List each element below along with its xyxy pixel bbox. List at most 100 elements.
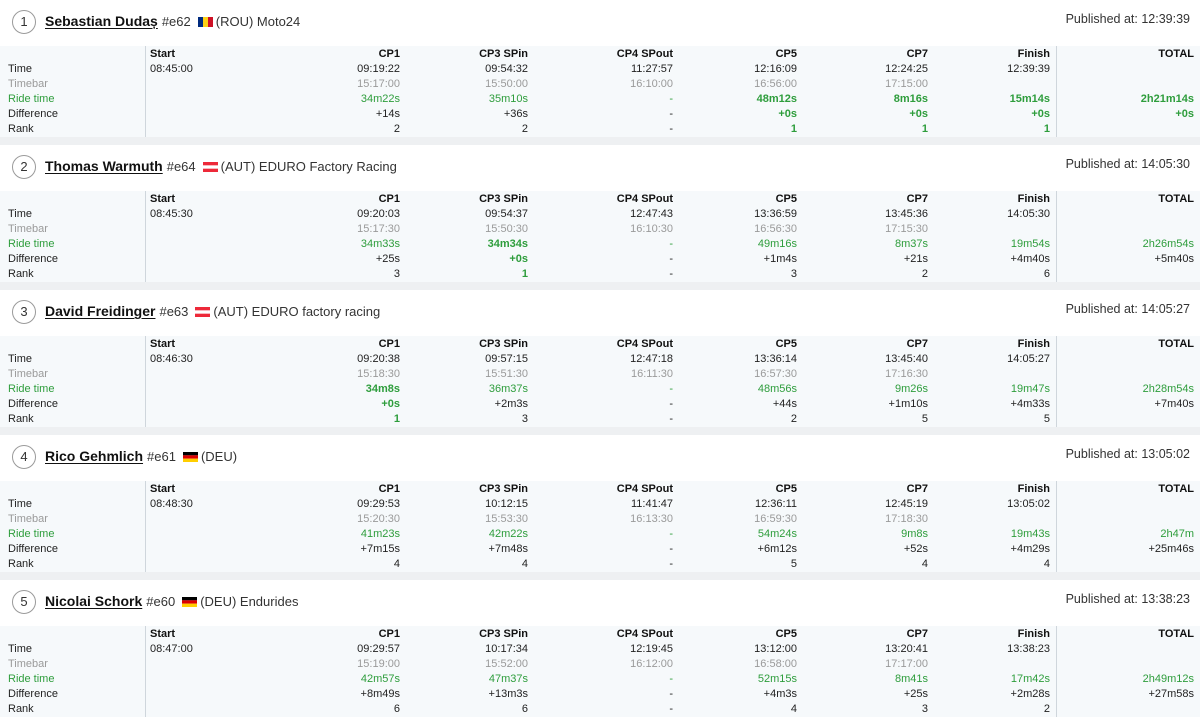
diff-cell: +8m49s xyxy=(360,688,400,700)
time-cell: 13:20:41 xyxy=(885,643,928,655)
time-cell: 11:41:47 xyxy=(630,498,673,510)
bib-number: #e64 xyxy=(166,159,196,174)
country-team: (ROU) Moto24 xyxy=(215,14,301,29)
row-label: Time xyxy=(8,353,33,365)
bib-number: #e61 xyxy=(147,449,176,464)
column-header: Finish xyxy=(1017,48,1050,60)
rider-header: 2 Thomas Warmuth #e64 (AUT) EDURO Factory R… xyxy=(0,145,1200,187)
diff-cell: +0s xyxy=(1031,108,1050,120)
row-label: Ride time xyxy=(8,383,55,395)
rider-name-link[interactable]: Rico Gehmlich xyxy=(45,448,144,464)
time-cell: 10:17:34 xyxy=(485,643,528,655)
row-label: Timebar xyxy=(8,658,48,670)
published-time: Published at: 14:05:27 xyxy=(1066,302,1190,316)
rank-cell: 6 xyxy=(521,703,528,715)
column-header: Start xyxy=(150,338,176,350)
column-header: CP7 xyxy=(906,193,928,205)
column-header: Finish xyxy=(1017,483,1050,495)
column-header: CP5 xyxy=(775,338,797,350)
position-badge: 3 xyxy=(12,300,36,324)
column-header: CP1 xyxy=(378,193,400,205)
diff-cell: +0s xyxy=(1175,108,1194,120)
column-header: Start xyxy=(150,193,176,205)
time-cell: 12:24:25 xyxy=(885,63,928,75)
diff-cell: +7m48s xyxy=(488,543,528,555)
rank-cell: 2 xyxy=(790,413,797,425)
column-header: CP5 xyxy=(775,48,797,60)
published-label: Published at: xyxy=(1065,592,1142,606)
ride-cell: 42m57s xyxy=(360,673,400,685)
row-label: Difference xyxy=(8,688,58,700)
rider-name-link[interactable]: Thomas Warmuth xyxy=(45,158,163,174)
ride-cell: 19m43s xyxy=(1010,528,1050,540)
time-cell: 13:45:36 xyxy=(885,208,928,220)
timebar-cell: 15:19:00 xyxy=(357,658,400,670)
rank-cell: - xyxy=(669,268,673,280)
time-cell: 14:05:30 xyxy=(1007,208,1050,220)
rank-cell: 2 xyxy=(1043,703,1050,715)
ride-cell: 8m37s xyxy=(894,238,928,250)
column-divider xyxy=(1056,191,1057,282)
column-header: CP1 xyxy=(378,628,400,640)
rider-info: Sebastian Dudaș #e62 (ROU) Moto24 xyxy=(45,13,300,29)
rank-cell: 4 xyxy=(921,558,928,570)
ride-cell: 2h21m14s xyxy=(1140,93,1194,105)
column-divider xyxy=(145,191,146,282)
diff-cell: +0s xyxy=(509,253,528,265)
row-label: Rank xyxy=(8,123,34,135)
country-team: (DEU) Endurides xyxy=(200,594,299,609)
rider-name-link[interactable]: Nicolai Schork xyxy=(45,593,143,609)
rank-cell: 5 xyxy=(1043,413,1050,425)
published-value: 13:38:23 xyxy=(1141,592,1190,606)
ride-cell: 2h28m54s xyxy=(1142,383,1194,395)
timebar-cell: 16:12:00 xyxy=(630,658,673,670)
ride-cell: - xyxy=(669,528,673,540)
diff-cell: - xyxy=(669,688,673,700)
rider-header: 4 Rico Gehmlich #e61 (DEU) Published at: 13:… xyxy=(0,435,1200,477)
position-badge: 1 xyxy=(12,10,36,34)
timebar-cell: 15:52:00 xyxy=(485,658,528,670)
rank-cell: 1 xyxy=(393,413,400,425)
row-label: Ride time xyxy=(8,93,55,105)
ride-cell: 48m56s xyxy=(757,383,797,395)
column-divider xyxy=(1056,336,1057,427)
row-label: Time xyxy=(8,498,33,510)
ride-cell: 2h26m54s xyxy=(1142,238,1194,250)
row-label: Timebar xyxy=(8,368,48,380)
rank-cell: 4 xyxy=(393,558,400,570)
column-header: TOTAL xyxy=(1158,483,1194,495)
ride-cell: - xyxy=(669,383,673,395)
time-cell: 08:45:00 xyxy=(150,63,193,75)
column-header: CP3 SPin xyxy=(479,483,528,495)
column-header: TOTAL xyxy=(1158,338,1194,350)
country-team: (DEU) xyxy=(200,449,238,464)
timebar-cell: 16:10:30 xyxy=(630,223,673,235)
timebar-cell: 17:15:30 xyxy=(885,223,928,235)
split-table: Start CP1 CP3 SPin CP4 SPout CP5 CP7 Finish TOT… xyxy=(0,46,1200,137)
column-header: TOTAL xyxy=(1158,628,1194,640)
column-header: CP3 SPin xyxy=(479,338,528,350)
column-divider xyxy=(1056,626,1057,717)
column-header: Start xyxy=(150,48,176,60)
ride-cell: 34m34s xyxy=(487,238,528,250)
rank-cell: 2 xyxy=(393,123,400,135)
rider-name-link[interactable]: David Freidinger xyxy=(45,303,156,319)
diff-cell: - xyxy=(669,398,673,410)
row-label: Time xyxy=(8,643,33,655)
ride-cell: 52m15s xyxy=(757,673,797,685)
row-label: Timebar xyxy=(8,78,48,90)
timebar-cell: 16:59:30 xyxy=(754,513,797,525)
rank-cell: - xyxy=(669,558,673,570)
row-label: Ride time xyxy=(8,528,55,540)
diff-cell: +27m58s xyxy=(1148,688,1194,700)
published-time: Published at: 14:05:30 xyxy=(1066,157,1190,171)
column-header: Finish xyxy=(1017,193,1050,205)
time-cell: 13:05:02 xyxy=(1007,498,1050,510)
row-label: Difference xyxy=(8,398,58,410)
diff-cell: +2m3s xyxy=(494,398,528,410)
timebar-cell: 16:57:30 xyxy=(754,368,797,380)
split-table: Start CP1 CP3 SPin CP4 SPout CP5 CP7 Finish TOT… xyxy=(0,191,1200,282)
diff-cell: +4m3s xyxy=(763,688,797,700)
column-header: CP1 xyxy=(378,338,400,350)
rider-name-link[interactable]: Sebastian Dudaș xyxy=(45,13,158,29)
